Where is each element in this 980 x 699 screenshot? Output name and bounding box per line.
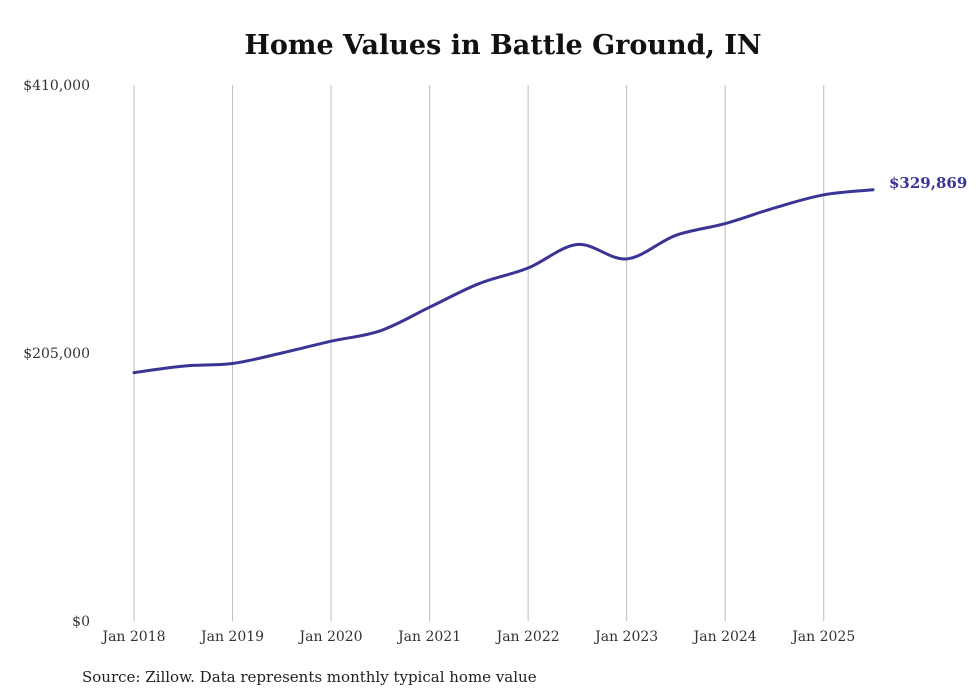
x-tick-label: Jan 2021 [396, 629, 461, 645]
y-tick-label: $410,000 [23, 78, 90, 94]
end-value-label: $329,869 [889, 174, 967, 192]
x-tick-label: Jan 2025 [790, 629, 855, 645]
x-tick-label: Jan 2020 [298, 629, 363, 645]
chart-title: Home Values in Battle Ground, IN [244, 30, 762, 61]
series-line-home-value [132, 188, 875, 375]
grid-lines [133, 85, 825, 621]
y-axis-tick-labels: $0 $205,000 $410,000 [23, 78, 90, 630]
y-tick-label: $205,000 [23, 346, 90, 362]
x-tick-label: Jan 2018 [100, 629, 165, 645]
x-tick-label: Jan 2019 [199, 629, 264, 645]
source-note: Source: Zillow. Data represents monthly … [82, 668, 537, 686]
x-tick-label: Jan 2022 [495, 629, 560, 645]
x-tick-label: Jan 2024 [692, 629, 757, 645]
y-tick-label: $0 [72, 614, 90, 630]
x-tick-label: Jan 2023 [593, 629, 658, 645]
x-axis-tick-labels: Jan 2018 Jan 2019 Jan 2020 Jan 2021 Jan 2022… [100, 629, 855, 645]
series-layer [132, 188, 875, 375]
end-label-layer: $329,869 [889, 174, 967, 192]
